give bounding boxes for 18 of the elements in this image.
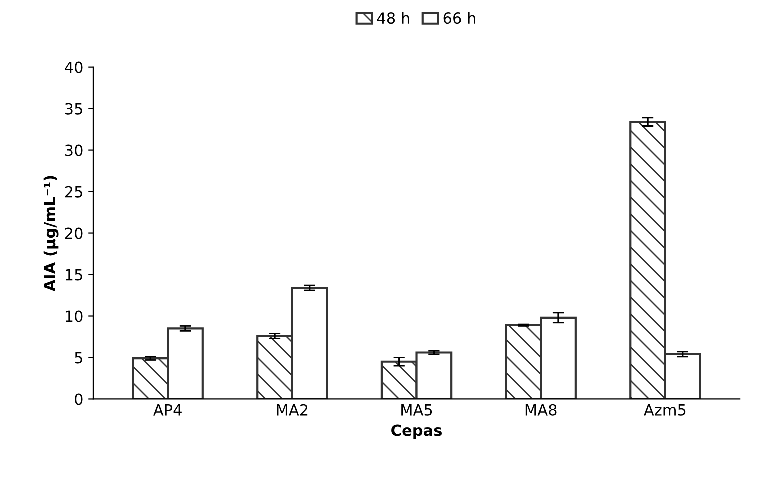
legend-label: 48 h bbox=[377, 12, 410, 24]
y-tick-label: 20 bbox=[65, 228, 83, 240]
x-tick-label: AP4 bbox=[154, 404, 182, 416]
y-axis-title: AIA (μg/mL⁻¹) bbox=[44, 176, 59, 292]
x-tick-label: MA2 bbox=[277, 404, 308, 416]
y-tick-label: 35 bbox=[65, 103, 82, 115]
y-tick-label: 40 bbox=[65, 62, 83, 74]
x-tick-label: MA8 bbox=[526, 404, 557, 416]
y-tick-label: 25 bbox=[65, 186, 82, 198]
x-tick-label: Azm5 bbox=[644, 404, 686, 416]
y-tick-label: 5 bbox=[75, 352, 82, 364]
y-tick-label: 0 bbox=[75, 394, 83, 406]
y-tick-label: 30 bbox=[65, 144, 83, 156]
y-tick-label: 15 bbox=[66, 269, 82, 281]
x-axis-title: Cepas bbox=[392, 424, 442, 440]
legend-label: 66 h bbox=[444, 12, 476, 24]
y-tick-label: 10 bbox=[66, 310, 83, 322]
x-tick-label: MA5 bbox=[402, 404, 432, 416]
